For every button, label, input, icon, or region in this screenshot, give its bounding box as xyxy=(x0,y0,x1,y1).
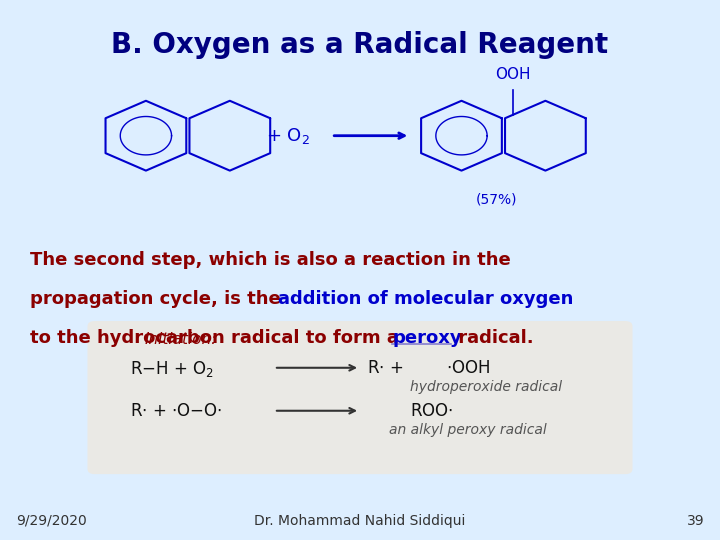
Text: R$\cdot$ +: R$\cdot$ + xyxy=(367,359,403,376)
Text: + O$_2$: + O$_2$ xyxy=(266,126,310,146)
Text: 39: 39 xyxy=(687,514,704,528)
Text: R$-$H + O$_2$: R$-$H + O$_2$ xyxy=(130,359,215,379)
Text: radical.: radical. xyxy=(452,328,534,347)
FancyBboxPatch shape xyxy=(87,321,633,474)
Text: addition of molecular oxygen: addition of molecular oxygen xyxy=(277,290,573,308)
Text: to the hydrocarbon radical to form a: to the hydrocarbon radical to form a xyxy=(30,328,405,347)
Text: 9/29/2020: 9/29/2020 xyxy=(16,514,86,528)
Text: peroxy: peroxy xyxy=(392,328,462,347)
Text: The second step, which is also a reaction in the: The second step, which is also a reactio… xyxy=(30,251,510,269)
Text: an alkyl peroxy radical: an alkyl peroxy radical xyxy=(389,423,546,437)
Text: B. Oxygen as a Radical Reagent: B. Oxygen as a Radical Reagent xyxy=(112,31,608,59)
Text: $\cdot$OOH: $\cdot$OOH xyxy=(446,359,490,376)
Text: R$\cdot$ + $\cdot$O$-$O$\cdot$: R$\cdot$ + $\cdot$O$-$O$\cdot$ xyxy=(130,402,222,420)
Text: ROO$\cdot$: ROO$\cdot$ xyxy=(410,402,454,420)
Text: propagation cycle, is the: propagation cycle, is the xyxy=(30,290,287,308)
Text: hydroperoxide radical: hydroperoxide radical xyxy=(410,380,562,394)
Text: OOH: OOH xyxy=(495,67,531,82)
Text: Dr. Mohammad Nahid Siddiqui: Dr. Mohammad Nahid Siddiqui xyxy=(254,514,466,528)
Text: Initiation:: Initiation: xyxy=(145,332,217,347)
Text: (57%): (57%) xyxy=(475,192,517,206)
